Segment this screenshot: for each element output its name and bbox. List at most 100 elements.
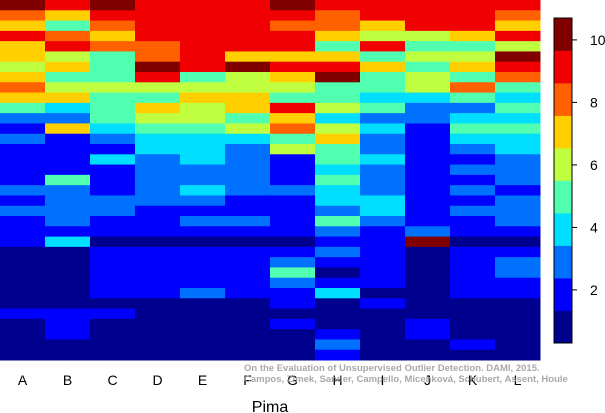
heatmap-cell xyxy=(180,288,226,299)
heatmap-cell xyxy=(90,308,136,320)
heatmap-cell xyxy=(270,349,316,361)
heatmap-cell xyxy=(360,318,406,330)
heatmap-cell xyxy=(405,339,451,351)
heatmap-cell xyxy=(180,133,226,145)
heatmap-cell xyxy=(495,61,541,73)
heatmap-cell xyxy=(135,216,181,227)
heatmap-cell xyxy=(495,82,541,94)
heatmap-cell xyxy=(315,164,361,176)
heatmap-cell xyxy=(90,10,136,22)
credit-watermark: On the Evaluation of Unsupervised Outlie… xyxy=(244,363,602,385)
heatmap-cell xyxy=(405,154,451,166)
heatmap-cell xyxy=(225,339,271,351)
heatmap-cell xyxy=(360,308,406,320)
heatmap-cell xyxy=(360,102,406,114)
heatmap-cell xyxy=(495,339,541,351)
credit-line-1: On the Evaluation of Unsupervised Outlie… xyxy=(244,363,540,374)
heatmap-cell xyxy=(270,246,316,258)
heatmap-cell xyxy=(495,123,541,135)
heatmap-cell xyxy=(0,20,46,32)
heatmap-cell xyxy=(180,308,226,320)
heatmap-cell xyxy=(135,257,181,268)
heatmap-cell xyxy=(405,318,451,330)
colorbar-segment xyxy=(554,278,572,311)
heatmap-cell xyxy=(315,226,361,238)
heatmap-cell xyxy=(180,349,226,361)
heatmap-cell xyxy=(90,246,136,258)
heatmap-cell xyxy=(135,267,181,279)
heatmap-cell xyxy=(495,41,541,52)
heatmap-cell xyxy=(450,267,496,279)
heatmap-cell xyxy=(135,298,181,310)
heatmap-cell xyxy=(405,113,451,124)
colorbar xyxy=(553,17,573,344)
colorbar-tick-label: 10 xyxy=(590,32,605,48)
heatmap-cell xyxy=(135,185,181,196)
heatmap-cell xyxy=(45,164,91,176)
heatmap-cell xyxy=(360,277,406,289)
heatmap-cell xyxy=(450,339,496,351)
heatmap-cell xyxy=(135,123,181,135)
heatmap-cell xyxy=(0,154,46,166)
heatmap-cell xyxy=(45,246,91,258)
heatmap-cell xyxy=(45,144,91,155)
heatmap-cell xyxy=(0,72,46,83)
heatmap-cell xyxy=(135,61,181,73)
heatmap-cell xyxy=(315,133,361,145)
heatmap-cell xyxy=(315,20,361,32)
heatmap-cell xyxy=(225,195,271,207)
heatmap-cell xyxy=(225,298,271,310)
heatmap-cell xyxy=(45,216,91,227)
heatmap-cell xyxy=(450,329,496,340)
heatmap-cell xyxy=(405,20,451,32)
heatmap-cell xyxy=(360,174,406,186)
heatmap-cell xyxy=(270,102,316,114)
heatmap-cell xyxy=(225,288,271,299)
heatmap-cell xyxy=(90,30,136,42)
heatmap-cell xyxy=(180,61,226,73)
heatmap-cell xyxy=(450,349,496,361)
heatmap-cell xyxy=(360,61,406,73)
heatmap-cell xyxy=(180,92,226,104)
heatmap-cell xyxy=(135,308,181,320)
heatmap-cell xyxy=(0,329,46,340)
heatmap-cell xyxy=(45,0,91,11)
heatmap-cell xyxy=(450,113,496,124)
heatmap-cell xyxy=(450,61,496,73)
heatmap-cell xyxy=(315,144,361,155)
heatmap-cell xyxy=(270,123,316,135)
heatmap-cell xyxy=(45,339,91,351)
heatmap-cell xyxy=(360,123,406,135)
heatmap-cell xyxy=(225,20,271,32)
heatmap-cell xyxy=(315,123,361,135)
heatmap-cell xyxy=(225,144,271,155)
x-tick-label: K xyxy=(468,372,478,388)
heatmap-cell xyxy=(135,113,181,124)
heatmap-cell xyxy=(495,72,541,83)
heatmap-cell xyxy=(360,226,406,238)
heatmap-cell xyxy=(180,20,226,32)
heatmap-cell xyxy=(225,174,271,186)
heatmap-cell xyxy=(0,144,46,155)
heatmap-cell xyxy=(45,267,91,279)
heatmap-cell xyxy=(135,72,181,83)
x-tick-label: A xyxy=(18,372,28,388)
heatmap-cell xyxy=(90,216,136,227)
x-tick-label: G xyxy=(287,372,298,388)
heatmap-cell xyxy=(450,30,496,42)
heatmap-cell xyxy=(315,267,361,279)
heatmap-cell xyxy=(360,20,406,32)
heatmap-cell xyxy=(495,288,541,299)
heatmap-cell xyxy=(270,257,316,268)
heatmap-cell xyxy=(495,30,541,42)
heatmap-cell xyxy=(225,154,271,166)
heatmap-cell xyxy=(225,164,271,176)
heatmap-cell xyxy=(270,267,316,279)
heatmap-cell xyxy=(135,10,181,22)
heatmap-cell xyxy=(405,92,451,104)
heatmap-cell xyxy=(450,41,496,52)
x-tick-label: J xyxy=(424,372,431,388)
heatmap-cell xyxy=(225,51,271,63)
x-tick-label: D xyxy=(152,372,162,388)
